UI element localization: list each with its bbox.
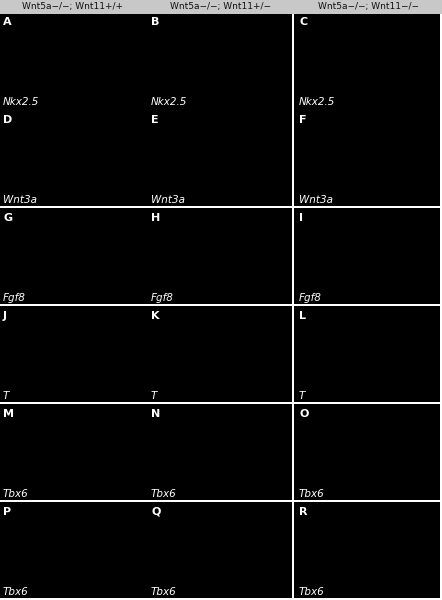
Text: Tbx6: Tbx6 [3, 489, 29, 499]
Text: B: B [151, 17, 160, 27]
Text: K: K [151, 311, 160, 321]
Text: Fgf8: Fgf8 [151, 293, 174, 303]
Text: R: R [299, 507, 308, 517]
Text: Wnt3a: Wnt3a [151, 195, 185, 205]
Text: Fgf8: Fgf8 [3, 293, 26, 303]
Text: P: P [3, 507, 11, 517]
Text: J: J [3, 311, 7, 321]
Text: F: F [299, 115, 306, 125]
Text: G: G [3, 213, 12, 223]
Text: T: T [299, 391, 305, 401]
Text: Wnt5a−/−; Wnt11+/−: Wnt5a−/−; Wnt11+/− [171, 2, 271, 11]
Text: T: T [151, 391, 157, 401]
Text: Tbx6: Tbx6 [151, 587, 177, 597]
Text: Fgf8: Fgf8 [299, 293, 322, 303]
Text: Nkx2.5: Nkx2.5 [3, 97, 39, 107]
Text: N: N [151, 409, 160, 419]
Text: Tbx6: Tbx6 [151, 489, 177, 499]
Text: L: L [299, 311, 306, 321]
Text: Wnt3a: Wnt3a [299, 195, 333, 205]
Text: O: O [299, 409, 309, 419]
Text: Tbx6: Tbx6 [3, 587, 29, 597]
Text: C: C [299, 17, 307, 27]
Text: Wnt3a: Wnt3a [3, 195, 37, 205]
Text: Wnt5a−/−; Wnt11+/+: Wnt5a−/−; Wnt11+/+ [23, 2, 123, 11]
Text: M: M [3, 409, 14, 419]
Text: Nkx2.5: Nkx2.5 [299, 97, 335, 107]
Text: H: H [151, 213, 160, 223]
Text: Tbx6: Tbx6 [299, 489, 325, 499]
Text: A: A [3, 17, 11, 27]
Text: T: T [3, 391, 9, 401]
Text: Tbx6: Tbx6 [299, 587, 325, 597]
Text: E: E [151, 115, 159, 125]
Text: Q: Q [151, 507, 160, 517]
Text: Wnt5a−/−; Wnt11−/−: Wnt5a−/−; Wnt11−/− [319, 2, 419, 11]
Text: Nkx2.5: Nkx2.5 [151, 97, 187, 107]
Text: D: D [3, 115, 12, 125]
Text: I: I [299, 213, 303, 223]
